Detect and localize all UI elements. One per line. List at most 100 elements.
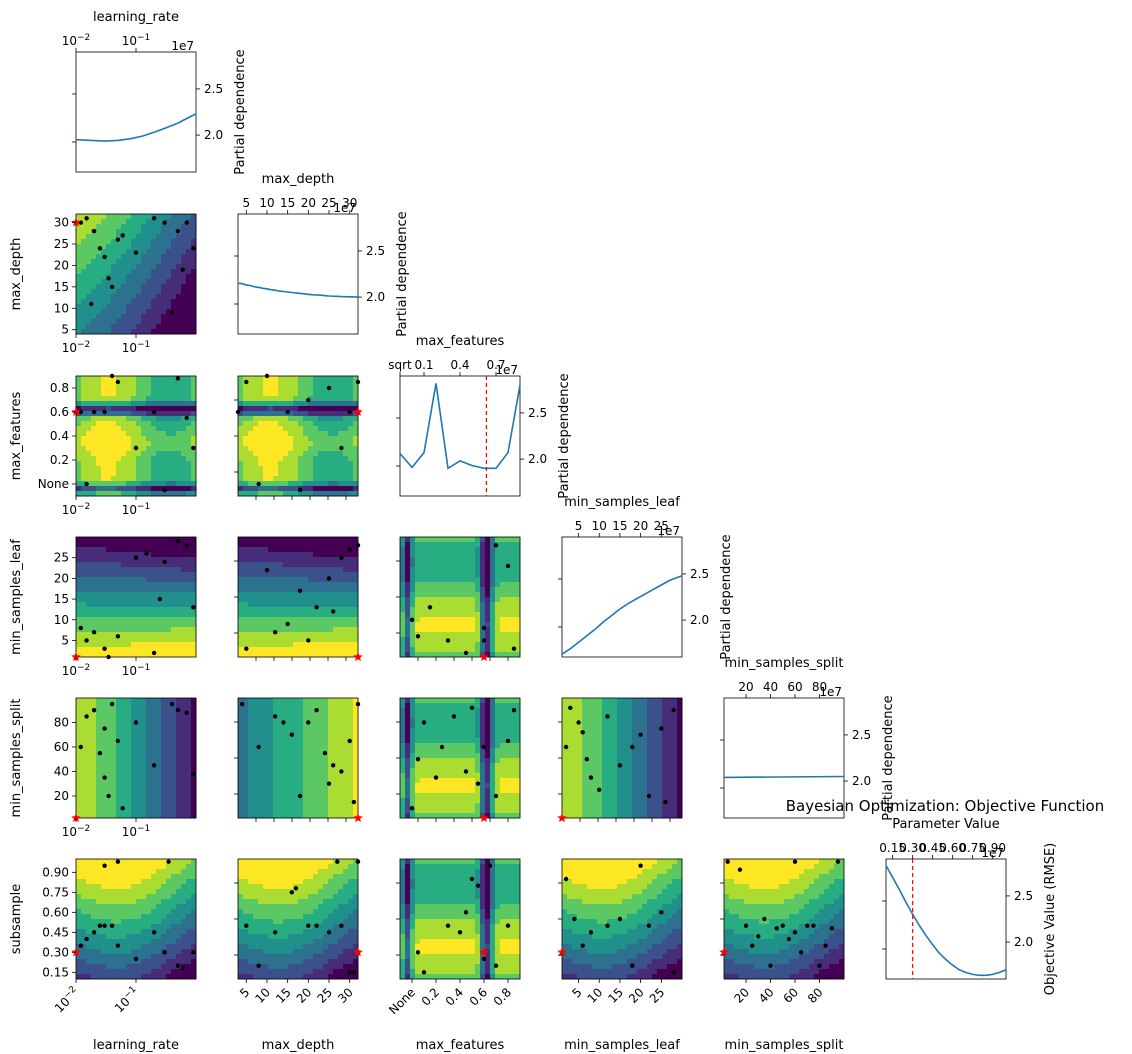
contour-cell — [181, 758, 187, 764]
contour-cell — [313, 733, 319, 739]
contour-cell — [171, 294, 177, 300]
contour-cell — [116, 894, 122, 900]
contour-cell — [141, 461, 147, 467]
contour-cell — [243, 481, 249, 487]
contour-cell — [176, 451, 182, 457]
contour-cell — [96, 914, 102, 920]
contour-cell — [141, 456, 147, 462]
contour-cell — [116, 466, 122, 472]
contour-cell — [278, 441, 284, 447]
contour-cell — [81, 959, 87, 965]
contour-cell — [151, 376, 157, 382]
contour-cell — [166, 884, 172, 890]
contour-cell — [76, 703, 82, 709]
contour-cell — [106, 451, 112, 457]
contour-cell — [171, 778, 177, 784]
contour-cell — [151, 894, 157, 900]
contour-cell — [111, 269, 117, 275]
contour-cell — [181, 808, 187, 814]
contour-cell — [323, 421, 329, 427]
contour-cell — [161, 406, 167, 412]
contour-cell — [273, 391, 279, 397]
contour-cell — [121, 602, 127, 608]
contour-cell — [181, 803, 187, 809]
sample-point — [285, 409, 290, 415]
contour-cell — [141, 381, 147, 387]
contour-cell — [176, 718, 182, 724]
contour-cell — [126, 537, 132, 543]
contour-cell — [111, 572, 117, 578]
contour-cell — [76, 309, 82, 315]
contour-cell — [191, 381, 197, 387]
contour-cell — [146, 944, 152, 950]
contour-cell — [273, 547, 279, 553]
contour-cell — [343, 562, 349, 568]
contour-cell — [161, 324, 167, 330]
contour-cell — [171, 708, 177, 714]
contour-cell — [121, 219, 127, 225]
contour-cell — [91, 239, 97, 245]
contour-cell — [146, 874, 152, 880]
contour-cell — [146, 567, 152, 573]
contour-cell — [283, 376, 289, 382]
contour-cell — [76, 602, 82, 608]
contour-cell — [298, 773, 304, 779]
contour-cell — [156, 214, 162, 220]
contour-cell — [146, 793, 152, 799]
contour-cell — [76, 924, 82, 930]
contour-cell — [308, 652, 314, 658]
sample-point — [281, 720, 286, 725]
contour-cell — [96, 304, 102, 310]
contour-cell — [141, 884, 147, 890]
contour-cell — [338, 698, 344, 704]
contour-cell — [131, 547, 137, 553]
contour-cell — [298, 778, 304, 784]
contour-cell — [121, 481, 127, 487]
contour-cell — [106, 869, 112, 875]
contour-cell — [131, 733, 137, 739]
contour-cell — [76, 899, 82, 905]
contour-cell — [308, 798, 314, 804]
contour-cell — [81, 974, 87, 980]
contour-cell — [181, 411, 187, 417]
contour-cell — [186, 783, 192, 789]
contour-cell — [136, 914, 142, 920]
contour-cell — [131, 964, 137, 970]
contour-cell — [86, 431, 92, 437]
contour-cell — [263, 723, 269, 729]
contour-cell — [131, 602, 137, 608]
contour-cell — [328, 592, 334, 598]
contour-cell — [141, 562, 147, 568]
contour-cell — [166, 954, 172, 960]
contour-cell — [141, 713, 147, 719]
contour-cell — [318, 758, 324, 764]
contour-cell — [86, 969, 92, 975]
contour-cell — [328, 728, 334, 734]
contour-cell — [141, 557, 147, 563]
contour-cell — [176, 914, 182, 920]
sample-point — [326, 576, 332, 581]
contour-cell — [238, 728, 244, 734]
contour-cell — [136, 557, 142, 563]
contour-cell — [298, 572, 304, 578]
contour-cell — [166, 964, 172, 970]
contour-cell — [146, 592, 152, 598]
contour-cell — [166, 642, 172, 648]
contour-cell — [338, 421, 344, 427]
contour-cell — [151, 391, 157, 397]
contour-cell — [323, 386, 329, 392]
contour-cell — [348, 627, 354, 633]
contour-cell — [263, 763, 269, 769]
contour-cell — [161, 254, 167, 260]
contour-cell — [308, 481, 314, 487]
contour-cell — [238, 783, 244, 789]
contour-cell — [348, 698, 354, 704]
contour-cell — [151, 889, 157, 895]
contour-cell — [96, 602, 102, 608]
contour-cell — [96, 708, 102, 714]
contour-cell — [313, 763, 319, 769]
contour-cell — [136, 743, 142, 749]
contour-cell — [156, 411, 162, 417]
contour-cell — [353, 652, 359, 658]
contour-cell — [323, 748, 329, 754]
